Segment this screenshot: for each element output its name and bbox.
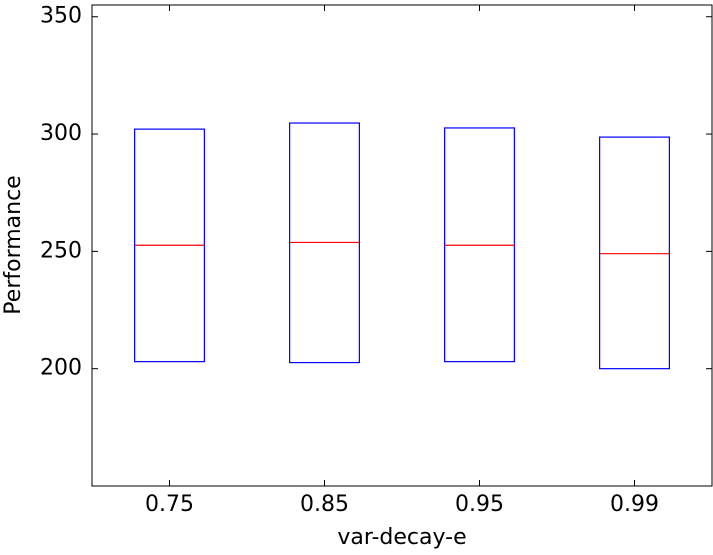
x-tick-label: 0.75 (145, 492, 194, 517)
y-tick-label: 250 (40, 238, 82, 263)
y-axis-label: Performance (1, 175, 26, 314)
box (599, 136, 670, 370)
x-tick-label: 0.95 (455, 492, 504, 517)
y-tick-label: 350 (40, 4, 82, 29)
plot-frame (91, 4, 713, 487)
x-axis-label: var-decay-e (337, 525, 466, 550)
x-tick-label: 0.99 (610, 492, 659, 517)
y-tick-label: 300 (40, 121, 82, 146)
y-tick-label: 200 (40, 356, 82, 381)
x-tick-label: 0.85 (300, 492, 349, 517)
